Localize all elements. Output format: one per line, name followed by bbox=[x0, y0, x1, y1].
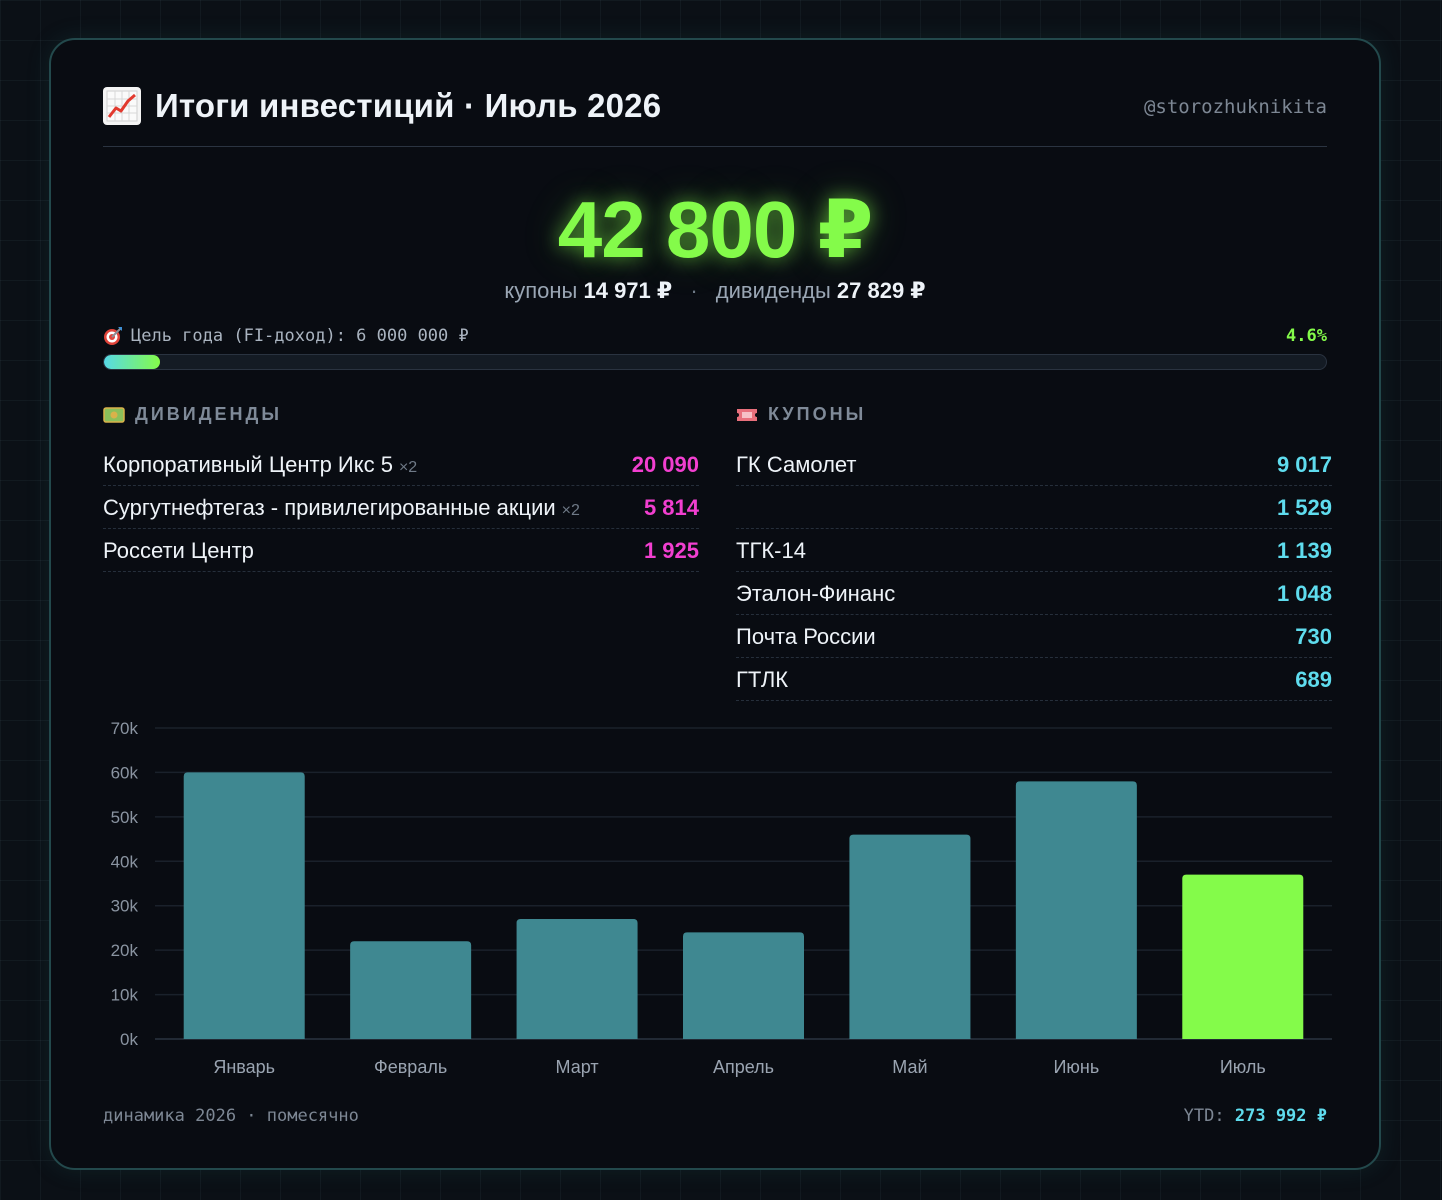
dividends-title: ДИВИДЕНДЫ bbox=[135, 404, 282, 424]
coupon-name: Почта России bbox=[736, 624, 876, 649]
dividend-name: Корпоративный Центр Икс 5 ×2 bbox=[103, 452, 418, 477]
chart-caption: динамика 2026 · помесячно bbox=[103, 1106, 359, 1126]
ytd-value: 273 992 ₽ bbox=[1234, 1106, 1327, 1126]
author-handle: @storozhuknikita bbox=[1143, 96, 1327, 118]
y-tick-label: 20k bbox=[111, 941, 139, 960]
money-bill-icon bbox=[103, 406, 125, 424]
dividends-label: дивиденды bbox=[715, 278, 831, 303]
ticket-icon bbox=[736, 406, 758, 424]
bar bbox=[516, 919, 638, 1039]
goal-label-wrap: Цель года (FI-доход): 6 000 000 ₽ bbox=[103, 326, 469, 346]
breakdown-separator: · bbox=[690, 278, 698, 303]
bar bbox=[1182, 874, 1304, 1039]
coupons-list: ГК Самолет 9 017 1 529 ТГК-14 1 139 Этал… bbox=[736, 443, 1332, 701]
coupon-row: ГТЛК 689 bbox=[736, 658, 1332, 701]
bar bbox=[350, 941, 472, 1039]
goal-progress-bar bbox=[103, 354, 1327, 370]
goal-progress-fill bbox=[104, 355, 161, 369]
coupon-value: 1 139 bbox=[1276, 538, 1332, 563]
y-tick-label: 50k bbox=[111, 808, 139, 827]
coupon-name: ГТЛК bbox=[736, 667, 789, 692]
coupons-value: 14 971 ₽ bbox=[583, 278, 673, 303]
coupon-value: 689 bbox=[1295, 667, 1332, 692]
chart-increasing-icon bbox=[103, 87, 141, 125]
summary-card: Итоги инвестиций · Июль 2026 @storozhukn… bbox=[49, 38, 1381, 1170]
dividend-row: Корпоративный Центр Икс 5 ×2 20 090 bbox=[103, 443, 699, 486]
coupon-name: Эталон-Финанс bbox=[736, 581, 896, 606]
coupon-row: 1 529 bbox=[736, 486, 1332, 529]
x-tick-label: Апрель bbox=[713, 1057, 774, 1077]
goal-row: Цель года (FI-доход): 6 000 000 ₽ 4.6% bbox=[103, 324, 1327, 350]
y-tick-label: 10k bbox=[111, 986, 139, 1005]
dividend-multiplier: ×2 bbox=[398, 459, 418, 476]
y-tick-label: 40k bbox=[111, 852, 139, 871]
coupon-value: 730 bbox=[1295, 624, 1332, 649]
target-icon bbox=[103, 326, 123, 346]
dividend-multiplier: ×2 bbox=[561, 502, 580, 519]
dividend-value: 5 814 bbox=[643, 495, 699, 520]
dividends-section-title: ДИВИДЕНДЫ bbox=[103, 404, 282, 425]
dividend-name: Сургутнефтегаз - привилегированные акции… bbox=[103, 495, 580, 520]
dividends-value: 27 829 ₽ bbox=[836, 278, 926, 303]
dividends-list: Корпоративный Центр Икс 5 ×2 20 090 Сургу… bbox=[103, 443, 699, 572]
coupon-value: 9 017 bbox=[1276, 452, 1332, 477]
coupon-row: ТГК-14 1 139 bbox=[736, 529, 1332, 572]
x-tick-label: Январь bbox=[213, 1057, 275, 1077]
ytd-total: YTD: 273 992 ₽ bbox=[1184, 1106, 1327, 1126]
ytd-label: YTD: bbox=[1183, 1106, 1225, 1126]
y-tick-label: 30k bbox=[111, 897, 139, 916]
y-tick-label: 70k bbox=[111, 719, 139, 738]
bar bbox=[183, 772, 305, 1039]
coupons-title: КУПОНЫ bbox=[768, 404, 867, 424]
title-wrap: Итоги инвестиций · Июль 2026 bbox=[103, 84, 661, 128]
page-title: Итоги инвестиций · Июль 2026 bbox=[155, 87, 662, 124]
dividend-value: 1 925 bbox=[643, 538, 699, 563]
income-breakdown: купоны 14 971 ₽ · дивиденды 27 829 ₽ bbox=[51, 278, 1379, 304]
coupon-value: 1 048 bbox=[1276, 581, 1332, 606]
coupon-value: 1 529 bbox=[1276, 495, 1332, 520]
bar bbox=[849, 834, 971, 1039]
goal-percent: 4.6% bbox=[1286, 326, 1327, 346]
x-tick-label: Март bbox=[556, 1057, 599, 1077]
y-tick-label: 0k bbox=[120, 1030, 138, 1049]
monthly-income-chart: 0k 10k 20k 30k 40k 50k 60k 70k Январь Февраль Март… bbox=[111, 719, 1332, 1077]
coupon-name: ГК Самолет bbox=[736, 452, 857, 477]
dividend-row: Россети Центр 1 925 bbox=[103, 529, 699, 572]
x-tick-label: Май bbox=[892, 1057, 927, 1077]
total-income: 42 800 ₽ bbox=[557, 185, 874, 274]
coupon-row: Почта России 730 bbox=[736, 615, 1332, 658]
coupons-section-title: КУПОНЫ bbox=[736, 404, 866, 425]
dividend-value: 20 090 bbox=[631, 452, 699, 477]
coupon-row: Эталон-Финанс 1 048 bbox=[736, 572, 1332, 615]
y-tick-label: 60k bbox=[111, 763, 139, 782]
coupon-row: ГК Самолет 9 017 bbox=[736, 443, 1332, 486]
dividend-row: Сургутнефтегаз - привилегированные акции… bbox=[103, 486, 699, 529]
x-tick-label: Июль bbox=[1220, 1057, 1266, 1077]
coupons-label: купоны bbox=[504, 278, 578, 303]
dividend-name: Россети Центр bbox=[103, 538, 254, 563]
bar bbox=[683, 932, 804, 1039]
goal-label: Цель года (FI-доход): 6 000 000 ₽ bbox=[131, 326, 469, 346]
header: Итоги инвестиций · Июль 2026 @storozhukn… bbox=[103, 84, 1327, 147]
coupon-name: ТГК-14 bbox=[736, 538, 806, 563]
x-tick-label: Февраль bbox=[374, 1057, 447, 1077]
x-tick-label: Июнь bbox=[1053, 1057, 1099, 1077]
bar bbox=[1015, 781, 1137, 1039]
